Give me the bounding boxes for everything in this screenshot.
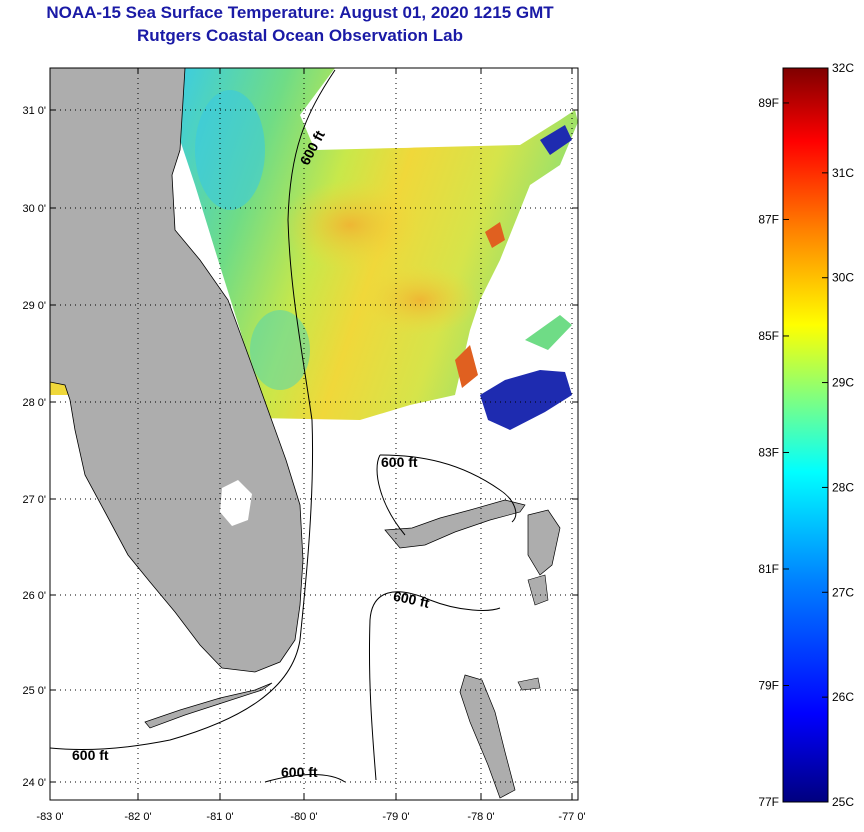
cloud-gap: [435, 85, 505, 105]
andros-island: [459, 674, 516, 799]
longitude-tick-label: -81 0': [206, 811, 233, 823]
map-area: [50, 68, 578, 800]
colorbar-celsius-label: 31C: [832, 166, 854, 180]
colorbar-fahrenheit-label: 83F: [758, 445, 779, 459]
latitude-tick-label: 30 0': [22, 203, 46, 215]
longitude-tick-label: -77 0': [558, 811, 585, 823]
warm-sst-patch: [280, 180, 420, 270]
colorbar-celsius-label: 28C: [832, 480, 854, 494]
latitude-labels: 31 0' 30 0' 29 0' 28 0' 27 0' 26 0' 25 0' 24 0': [22, 105, 46, 789]
colorbar-celsius-label: 27C: [832, 585, 854, 599]
figure-subtitle: Rutgers Coastal Ocean Observation Lab: [137, 26, 463, 45]
colorbar-celsius-label: 32C: [832, 61, 854, 75]
isobath-label: 600 ft: [381, 454, 418, 470]
cool-sst-patch: [195, 90, 265, 210]
abaco-island: [527, 509, 561, 576]
cloud-gap: [500, 107, 540, 123]
colorbar-celsius-label: 25C: [832, 795, 854, 809]
isobath-600ft-little-bahama-bank: [376, 454, 517, 536]
longitude-tick-label: -78 0': [467, 811, 494, 823]
florida-keys: [144, 682, 273, 729]
longitude-tick-label: -83 0': [36, 811, 63, 823]
grand-bahama: [384, 499, 526, 549]
hot-sst-patch: [485, 222, 505, 248]
latitude-tick-label: 26 0': [22, 590, 46, 602]
longitude-tick-label: -80 0': [290, 811, 317, 823]
colorbar: [782, 67, 829, 803]
longitude-labels: -83 0' -82 0' -81 0' -80 0' -79 0' -78 0' -77 …: [36, 811, 585, 823]
latitude-tick-label: 31 0': [22, 105, 46, 117]
cloud-gap: [340, 112, 460, 148]
cold-sst-patch: [480, 370, 572, 430]
isobath-600ft-great-bahama-bank: [368, 591, 501, 781]
colorbar-fahrenheit-label: 81F: [758, 562, 779, 576]
lake-okeechobee: [220, 480, 252, 526]
isobath-label: 600 ft: [72, 747, 109, 763]
latitude-tick-label: 24 0': [22, 777, 46, 789]
bahamas-island: [517, 677, 541, 691]
longitude-tick-label: -82 0': [124, 811, 151, 823]
isobath-label: 600 ft: [281, 764, 318, 780]
sst-patch: [525, 315, 572, 350]
colorbar-fahrenheit-label: 87F: [758, 212, 779, 226]
colorbar-celsius-label: 30C: [832, 271, 854, 285]
colorbar-fahrenheit-label: 79F: [758, 678, 779, 692]
isobath-600ft-florida: [50, 69, 336, 750]
warm-sst-patch: [360, 265, 480, 335]
colorbar-fahrenheit-label: 77F: [758, 795, 779, 809]
cool-sst-patch: [250, 310, 310, 390]
colorbar-fahrenheit-label: 85F: [758, 329, 779, 343]
hot-sst-patch: [455, 345, 478, 388]
colorbar-celsius-label: 29C: [832, 376, 854, 390]
colorbar-fahrenheit-label: 89F: [758, 96, 779, 110]
cold-sst-patch: [540, 125, 572, 155]
isobath-600ft-south: [264, 774, 346, 783]
figure-title: NOAA-15 Sea Surface Temperature: August …: [46, 3, 554, 22]
map-frame: [49, 67, 579, 801]
bahamas-island: [527, 574, 549, 606]
colorbar-ticks: 32C 31C 30C 29C 28C 27C 26C 25C 89F 87F 85F 83F 81F 7…: [758, 61, 854, 809]
latitude-tick-label: 28 0': [22, 397, 46, 409]
latitude-tick-label: 25 0': [22, 685, 46, 697]
latitude-tick-label: 29 0': [22, 300, 46, 312]
longitude-tick-label: -79 0': [382, 811, 409, 823]
latitude-tick-label: 27 0': [22, 494, 46, 506]
colorbar-celsius-label: 26C: [832, 690, 854, 704]
isobath-label: 600 ft: [392, 588, 431, 611]
